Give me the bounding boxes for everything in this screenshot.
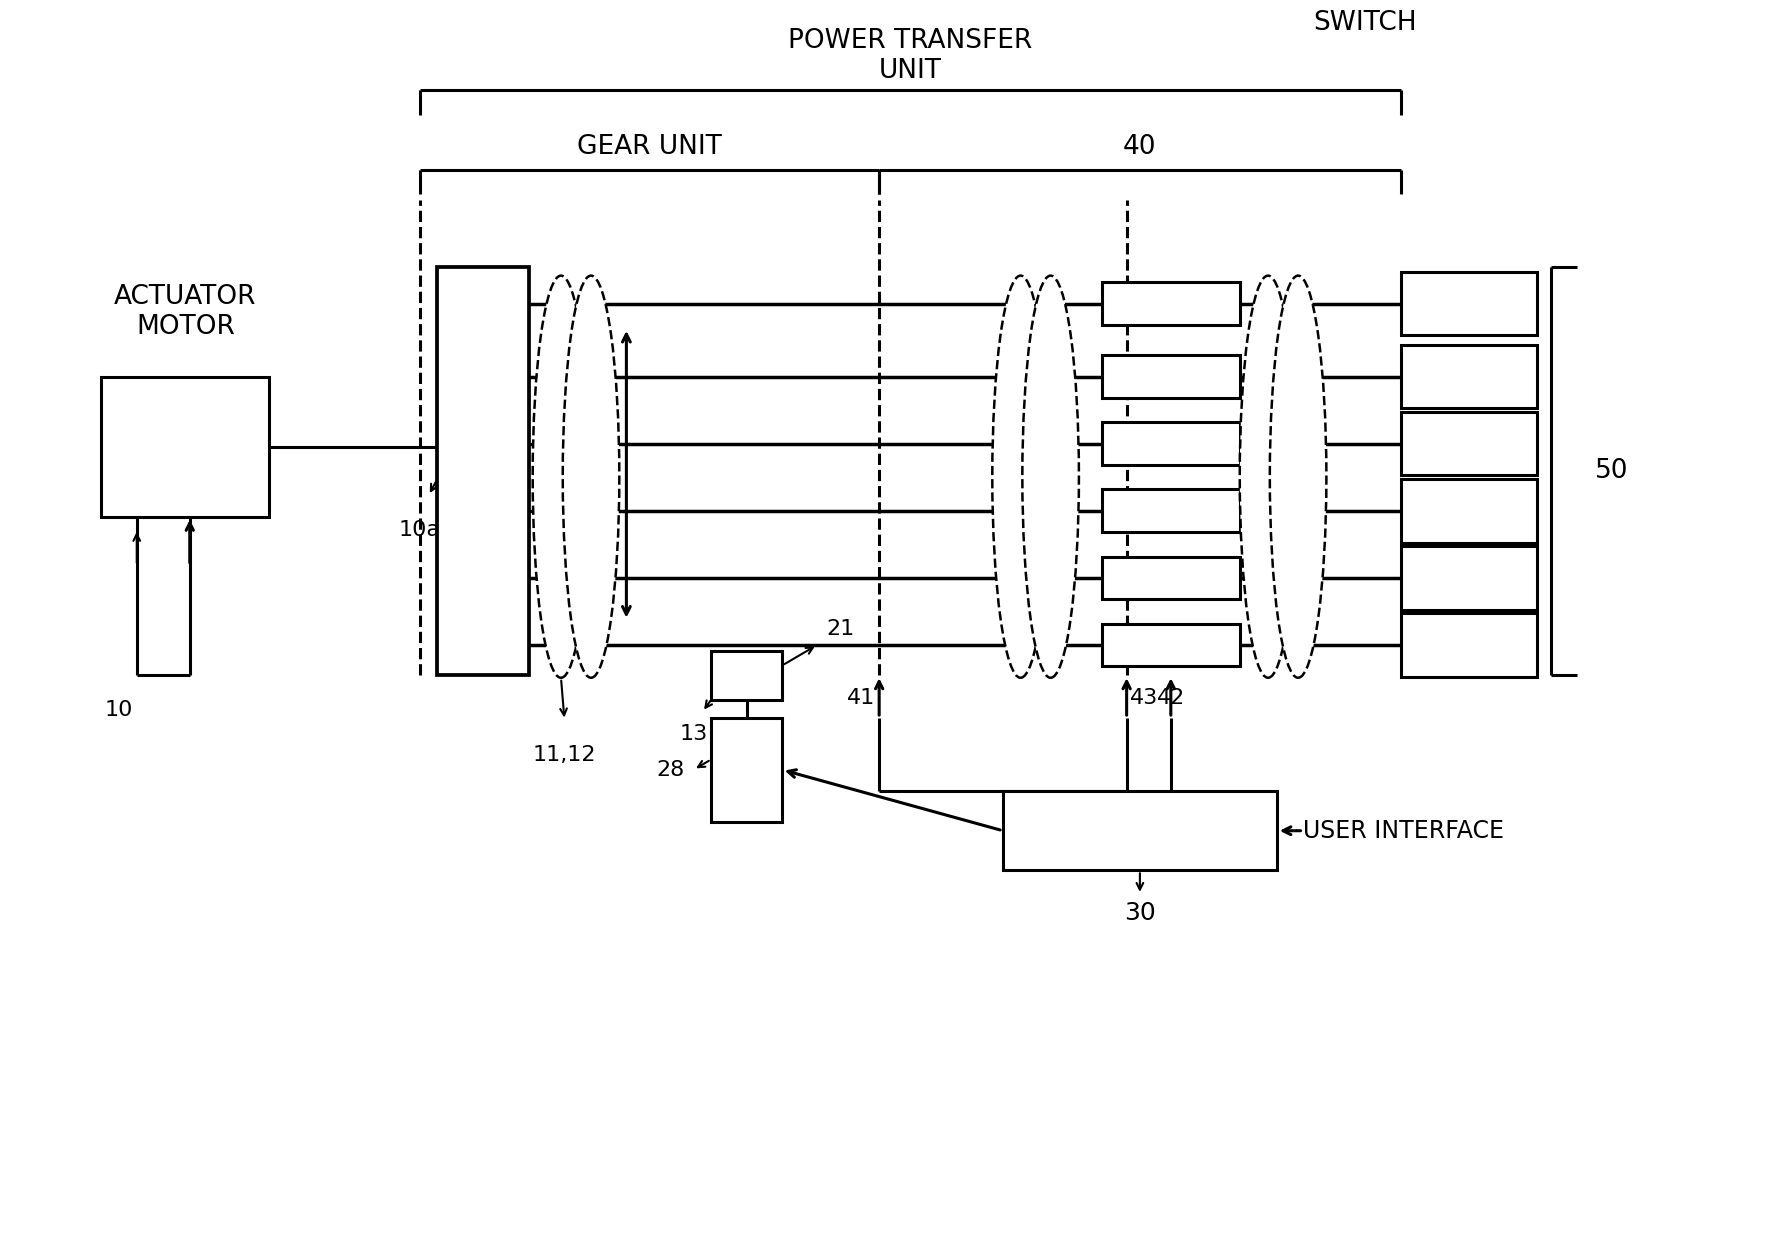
Text: SW3: SW3	[1447, 434, 1490, 453]
Ellipse shape	[1023, 275, 1078, 677]
Text: SWn-1: SWn-1	[1437, 569, 1501, 587]
Bar	[1401, 412, 1536, 475]
Text: 10a: 10a	[398, 520, 440, 540]
Text: 41: 41	[847, 687, 876, 707]
Text: USER INTERFACE: USER INTERFACE	[1304, 818, 1504, 843]
Text: SWn: SWn	[1447, 636, 1490, 654]
Bar	[1401, 547, 1536, 610]
Text: SW2: SW2	[1447, 368, 1490, 386]
Bar	[1101, 490, 1240, 532]
Text: 43: 43	[1130, 687, 1158, 707]
Text: 42: 42	[1156, 687, 1185, 707]
Bar	[1401, 346, 1536, 408]
Text: 28: 28	[657, 760, 686, 780]
Bar	[101, 376, 270, 517]
Text: 50: 50	[1595, 458, 1629, 484]
Bar	[710, 652, 781, 700]
Bar	[437, 267, 529, 675]
Text: 11,12: 11,12	[533, 745, 597, 765]
Bar	[1101, 557, 1240, 600]
Text: 10: 10	[105, 700, 133, 719]
Text: CONTROLLER: CONTROLLER	[1060, 818, 1220, 843]
Bar	[710, 718, 781, 822]
Text: SW1: SW1	[1447, 294, 1490, 313]
Text: 21: 21	[826, 618, 854, 639]
Text: SWITCH: SWITCH	[1314, 10, 1417, 36]
Ellipse shape	[993, 275, 1050, 677]
Text: 30: 30	[1124, 901, 1156, 924]
Bar	[1101, 623, 1240, 666]
Bar	[1401, 613, 1536, 676]
Ellipse shape	[1270, 275, 1327, 677]
Bar	[1101, 355, 1240, 399]
Text: 13: 13	[680, 724, 707, 744]
Bar	[1003, 791, 1277, 870]
Bar	[1401, 271, 1536, 336]
Ellipse shape	[1240, 275, 1296, 677]
Bar	[1401, 479, 1536, 543]
Text: ···: ···	[1460, 501, 1478, 521]
Text: 40: 40	[1122, 133, 1156, 160]
Ellipse shape	[563, 275, 620, 677]
Bar	[1101, 422, 1240, 465]
Text: ACTUATOR
MOTOR: ACTUATOR MOTOR	[114, 284, 256, 341]
Text: GEAR UNIT: GEAR UNIT	[577, 133, 721, 160]
Ellipse shape	[533, 275, 590, 677]
Bar	[1101, 283, 1240, 325]
Text: POWER TRANSFER
UNIT: POWER TRANSFER UNIT	[789, 28, 1032, 84]
